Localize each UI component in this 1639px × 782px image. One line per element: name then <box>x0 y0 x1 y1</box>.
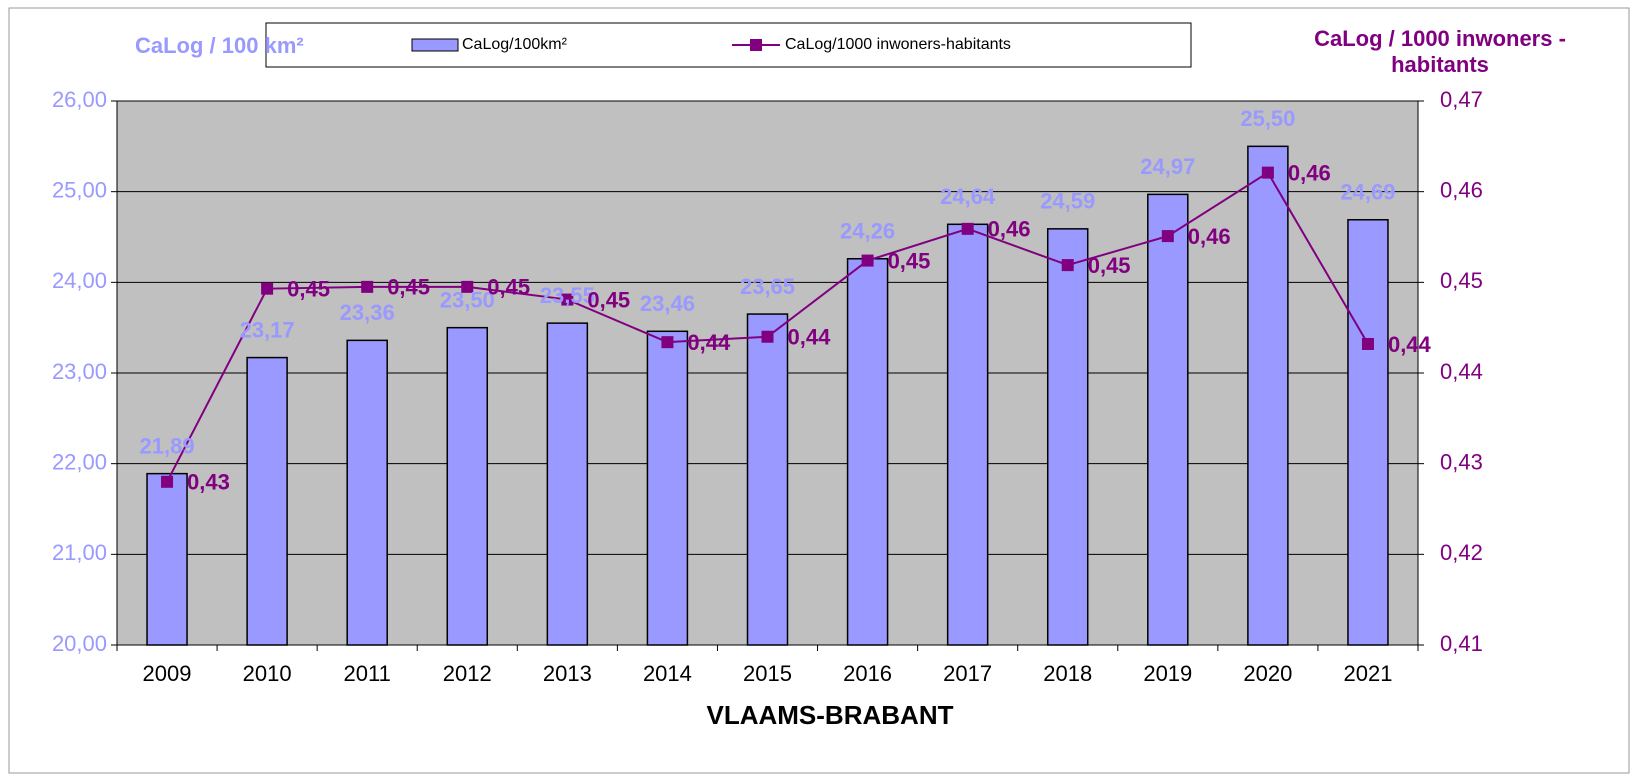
bar-value-label: 23,50 <box>440 287 495 312</box>
y-tick-label: 25,00 <box>52 177 107 202</box>
line-marker <box>961 222 974 235</box>
line-marker <box>461 280 474 293</box>
line-value-label: 0,46 <box>1288 160 1331 185</box>
line-marker <box>1261 166 1274 179</box>
line-marker <box>661 336 674 349</box>
y2-tick-label: 0,47 <box>1440 87 1483 112</box>
line-value-label: 0,44 <box>788 325 832 350</box>
y-axis-title: CaLog / 100 km² <box>135 33 304 58</box>
y-tick-label: 26,00 <box>52 87 107 112</box>
y-tick-label: 20,00 <box>52 631 107 656</box>
line-value-label: 0,45 <box>1088 253 1131 278</box>
line-value-label: 0,44 <box>1388 332 1432 357</box>
bar-value-label: 23,36 <box>340 300 395 325</box>
x-tick-label: 2019 <box>1143 661 1192 686</box>
line-marker <box>861 254 874 267</box>
bar <box>1347 219 1389 646</box>
bar-value-label: 25,50 <box>1240 106 1295 131</box>
legend-label: CaLog/100km² <box>462 36 568 53</box>
bar-value-label: 23,55 <box>540 283 595 308</box>
bar-value-label: 24,69 <box>1340 180 1395 205</box>
line-marker <box>261 282 274 295</box>
y-tick-label: 23,00 <box>52 359 107 384</box>
x-tick-label: 2016 <box>843 661 892 686</box>
line-marker <box>1161 230 1174 243</box>
bar <box>146 472 188 646</box>
line-value-label: 0,46 <box>1188 224 1231 249</box>
y2-tick-label: 0,45 <box>1440 268 1483 293</box>
x-tick-label: 2012 <box>443 661 492 686</box>
legend-swatch <box>411 38 459 52</box>
bar-value-label: 24,97 <box>1140 154 1195 179</box>
line-marker <box>1361 337 1374 350</box>
line-marker <box>761 330 774 343</box>
y2-tick-label: 0,43 <box>1440 449 1483 474</box>
bar <box>1247 145 1289 646</box>
bar <box>746 313 789 646</box>
x-tick-label: 2010 <box>243 661 292 686</box>
bar-value-label: 24,59 <box>1040 189 1095 214</box>
x-tick-label: 2014 <box>643 661 692 686</box>
y2-tick-label: 0,41 <box>1440 631 1483 656</box>
x-tick-label: 2009 <box>143 661 192 686</box>
line-marker <box>361 280 374 293</box>
bar <box>646 330 689 646</box>
line-marker <box>161 475 174 488</box>
bar <box>246 356 288 646</box>
line-value-label: 0,45 <box>587 287 630 312</box>
line-value-label: 0,46 <box>988 217 1031 242</box>
line-value-label: 0,45 <box>387 275 430 300</box>
bar-value-label: 23,65 <box>740 274 795 299</box>
bar <box>1147 193 1189 646</box>
bar-value-label: 21,89 <box>140 433 195 458</box>
bar <box>346 339 388 646</box>
x-axis-title: VLAAMS-BRABANT <box>707 700 954 730</box>
legend-box <box>265 22 1192 68</box>
line-marker <box>561 293 574 306</box>
y2-tick-label: 0,42 <box>1440 540 1483 565</box>
bar <box>846 258 889 646</box>
line-value-label: 0,45 <box>888 248 931 273</box>
y-tick-label: 21,00 <box>52 540 107 565</box>
x-tick-label: 2015 <box>743 661 792 686</box>
x-tick-label: 2011 <box>344 661 391 686</box>
line-value-label: 0,45 <box>487 275 530 300</box>
bar <box>1046 228 1089 646</box>
x-tick-label: 2020 <box>1243 661 1292 686</box>
x-tick-label: 2017 <box>943 661 992 686</box>
x-tick-label: 2013 <box>543 661 592 686</box>
bar-value-label: 24,64 <box>940 184 996 209</box>
y-tick-label: 22,00 <box>52 449 107 474</box>
line-value-label: 0,45 <box>287 276 330 301</box>
bar <box>446 326 489 646</box>
x-tick-label: 2021 <box>1343 661 1392 686</box>
line-marker <box>1061 259 1074 272</box>
x-tick-label: 2018 <box>1043 661 1092 686</box>
y2-tick-label: 0,46 <box>1440 177 1483 202</box>
bar <box>946 223 989 646</box>
legend-marker <box>750 39 762 51</box>
legend-label: CaLog/1000 inwoners-habitants <box>785 36 1011 53</box>
bar-value-label: 24,26 <box>840 219 895 244</box>
y-tick-label: 24,00 <box>52 268 107 293</box>
line-value-label: 0,43 <box>187 470 230 495</box>
y2-tick-label: 0,44 <box>1440 359 1483 384</box>
bar <box>546 322 589 646</box>
line-value-label: 0,44 <box>687 330 731 355</box>
y2-axis-title: CaLog / 1000 inwoners - habitants <box>1314 26 1566 77</box>
bar-value-label: 23,17 <box>240 317 295 342</box>
bar-value-label: 23,46 <box>640 291 695 316</box>
